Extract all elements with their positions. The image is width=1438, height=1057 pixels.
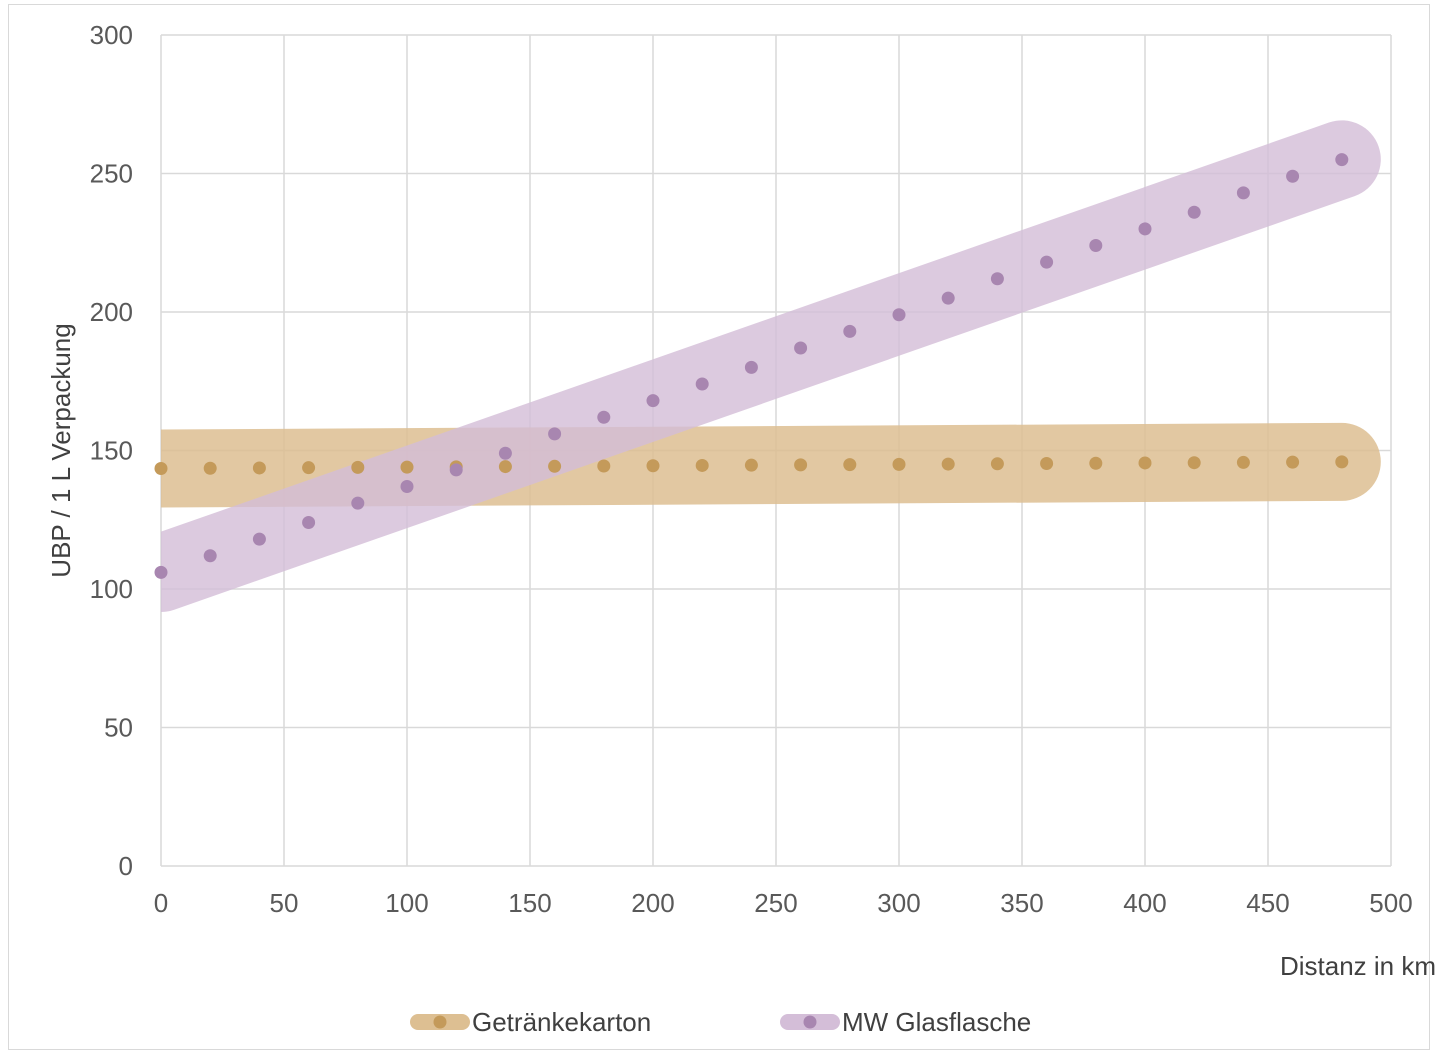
y-tick-label: 50 [104, 713, 133, 743]
data-point [548, 459, 562, 473]
x-tick-label: 100 [385, 888, 428, 918]
legend-swatch-marker [433, 1015, 447, 1029]
y-axis-title: UBP / 1 L Verpackung [46, 323, 76, 577]
legend: Getränkekarton MW Glasflasche [410, 1007, 1031, 1037]
data-point [1040, 457, 1054, 471]
y-tick-label: 250 [90, 159, 133, 189]
x-tick-label: 150 [508, 888, 551, 918]
data-point [892, 308, 906, 322]
data-point [548, 427, 562, 441]
data-point [744, 360, 758, 374]
data-point [695, 377, 709, 391]
data-point [351, 460, 365, 474]
data-point [794, 458, 808, 472]
data-point [695, 458, 709, 472]
data-point [498, 446, 512, 460]
y-tick-label: 100 [90, 574, 133, 604]
data-point [400, 480, 414, 494]
x-axis-ticks: 0 50 100 150 200 250 300 350 400 450 500 [154, 888, 1413, 918]
data-point [646, 459, 660, 473]
data-point [1236, 186, 1250, 200]
data-point [744, 458, 758, 472]
data-point [203, 461, 217, 475]
data-point [1138, 222, 1152, 236]
data-point [597, 459, 611, 473]
x-tick-label: 450 [1246, 888, 1289, 918]
x-tick-label: 200 [631, 888, 674, 918]
y-tick-label: 200 [90, 297, 133, 327]
x-tick-label: 400 [1123, 888, 1166, 918]
data-point [1187, 456, 1201, 470]
data-point [646, 394, 660, 408]
y-tick-label: 150 [90, 436, 133, 466]
x-tick-label: 250 [754, 888, 797, 918]
data-point [1040, 255, 1054, 269]
data-point [400, 460, 414, 474]
data-point [1286, 455, 1300, 469]
data-point [1286, 169, 1300, 183]
x-tick-label: 350 [1000, 888, 1043, 918]
data-points [154, 153, 1349, 579]
data-point [892, 457, 906, 471]
data-point [252, 532, 266, 546]
data-point [1335, 153, 1349, 167]
data-point [1335, 455, 1349, 469]
x-tick-label: 300 [877, 888, 920, 918]
data-point [252, 461, 266, 475]
data-point [597, 410, 611, 424]
legend-label: MW Glasflasche [842, 1007, 1031, 1037]
data-point [990, 272, 1004, 286]
data-point [941, 291, 955, 305]
y-axis-ticks: 0 50 100 150 200 250 300 [90, 20, 133, 881]
data-point [990, 457, 1004, 471]
data-point [154, 565, 168, 579]
y-tick-label: 300 [90, 20, 133, 50]
data-point [154, 462, 168, 476]
data-point [1089, 456, 1103, 470]
data-point [794, 341, 808, 355]
x-tick-label: 50 [270, 888, 299, 918]
y-tick-label: 0 [119, 851, 133, 881]
data-point [498, 460, 512, 474]
legend-label: Getränkekarton [472, 1007, 651, 1037]
data-point [1236, 455, 1250, 469]
x-axis-title: Distanz in km [1280, 951, 1436, 981]
x-tick-label: 0 [154, 888, 168, 918]
data-point [843, 458, 857, 472]
data-point [843, 324, 857, 338]
data-point [351, 496, 365, 510]
data-point [1138, 456, 1152, 470]
x-tick-label: 500 [1369, 888, 1412, 918]
data-point [302, 516, 316, 530]
data-point [449, 463, 463, 477]
data-point [203, 549, 217, 563]
data-point [1187, 205, 1201, 219]
data-point [1089, 239, 1103, 253]
data-point [941, 457, 955, 471]
data-point [302, 461, 316, 475]
legend-swatch-marker [803, 1015, 817, 1029]
